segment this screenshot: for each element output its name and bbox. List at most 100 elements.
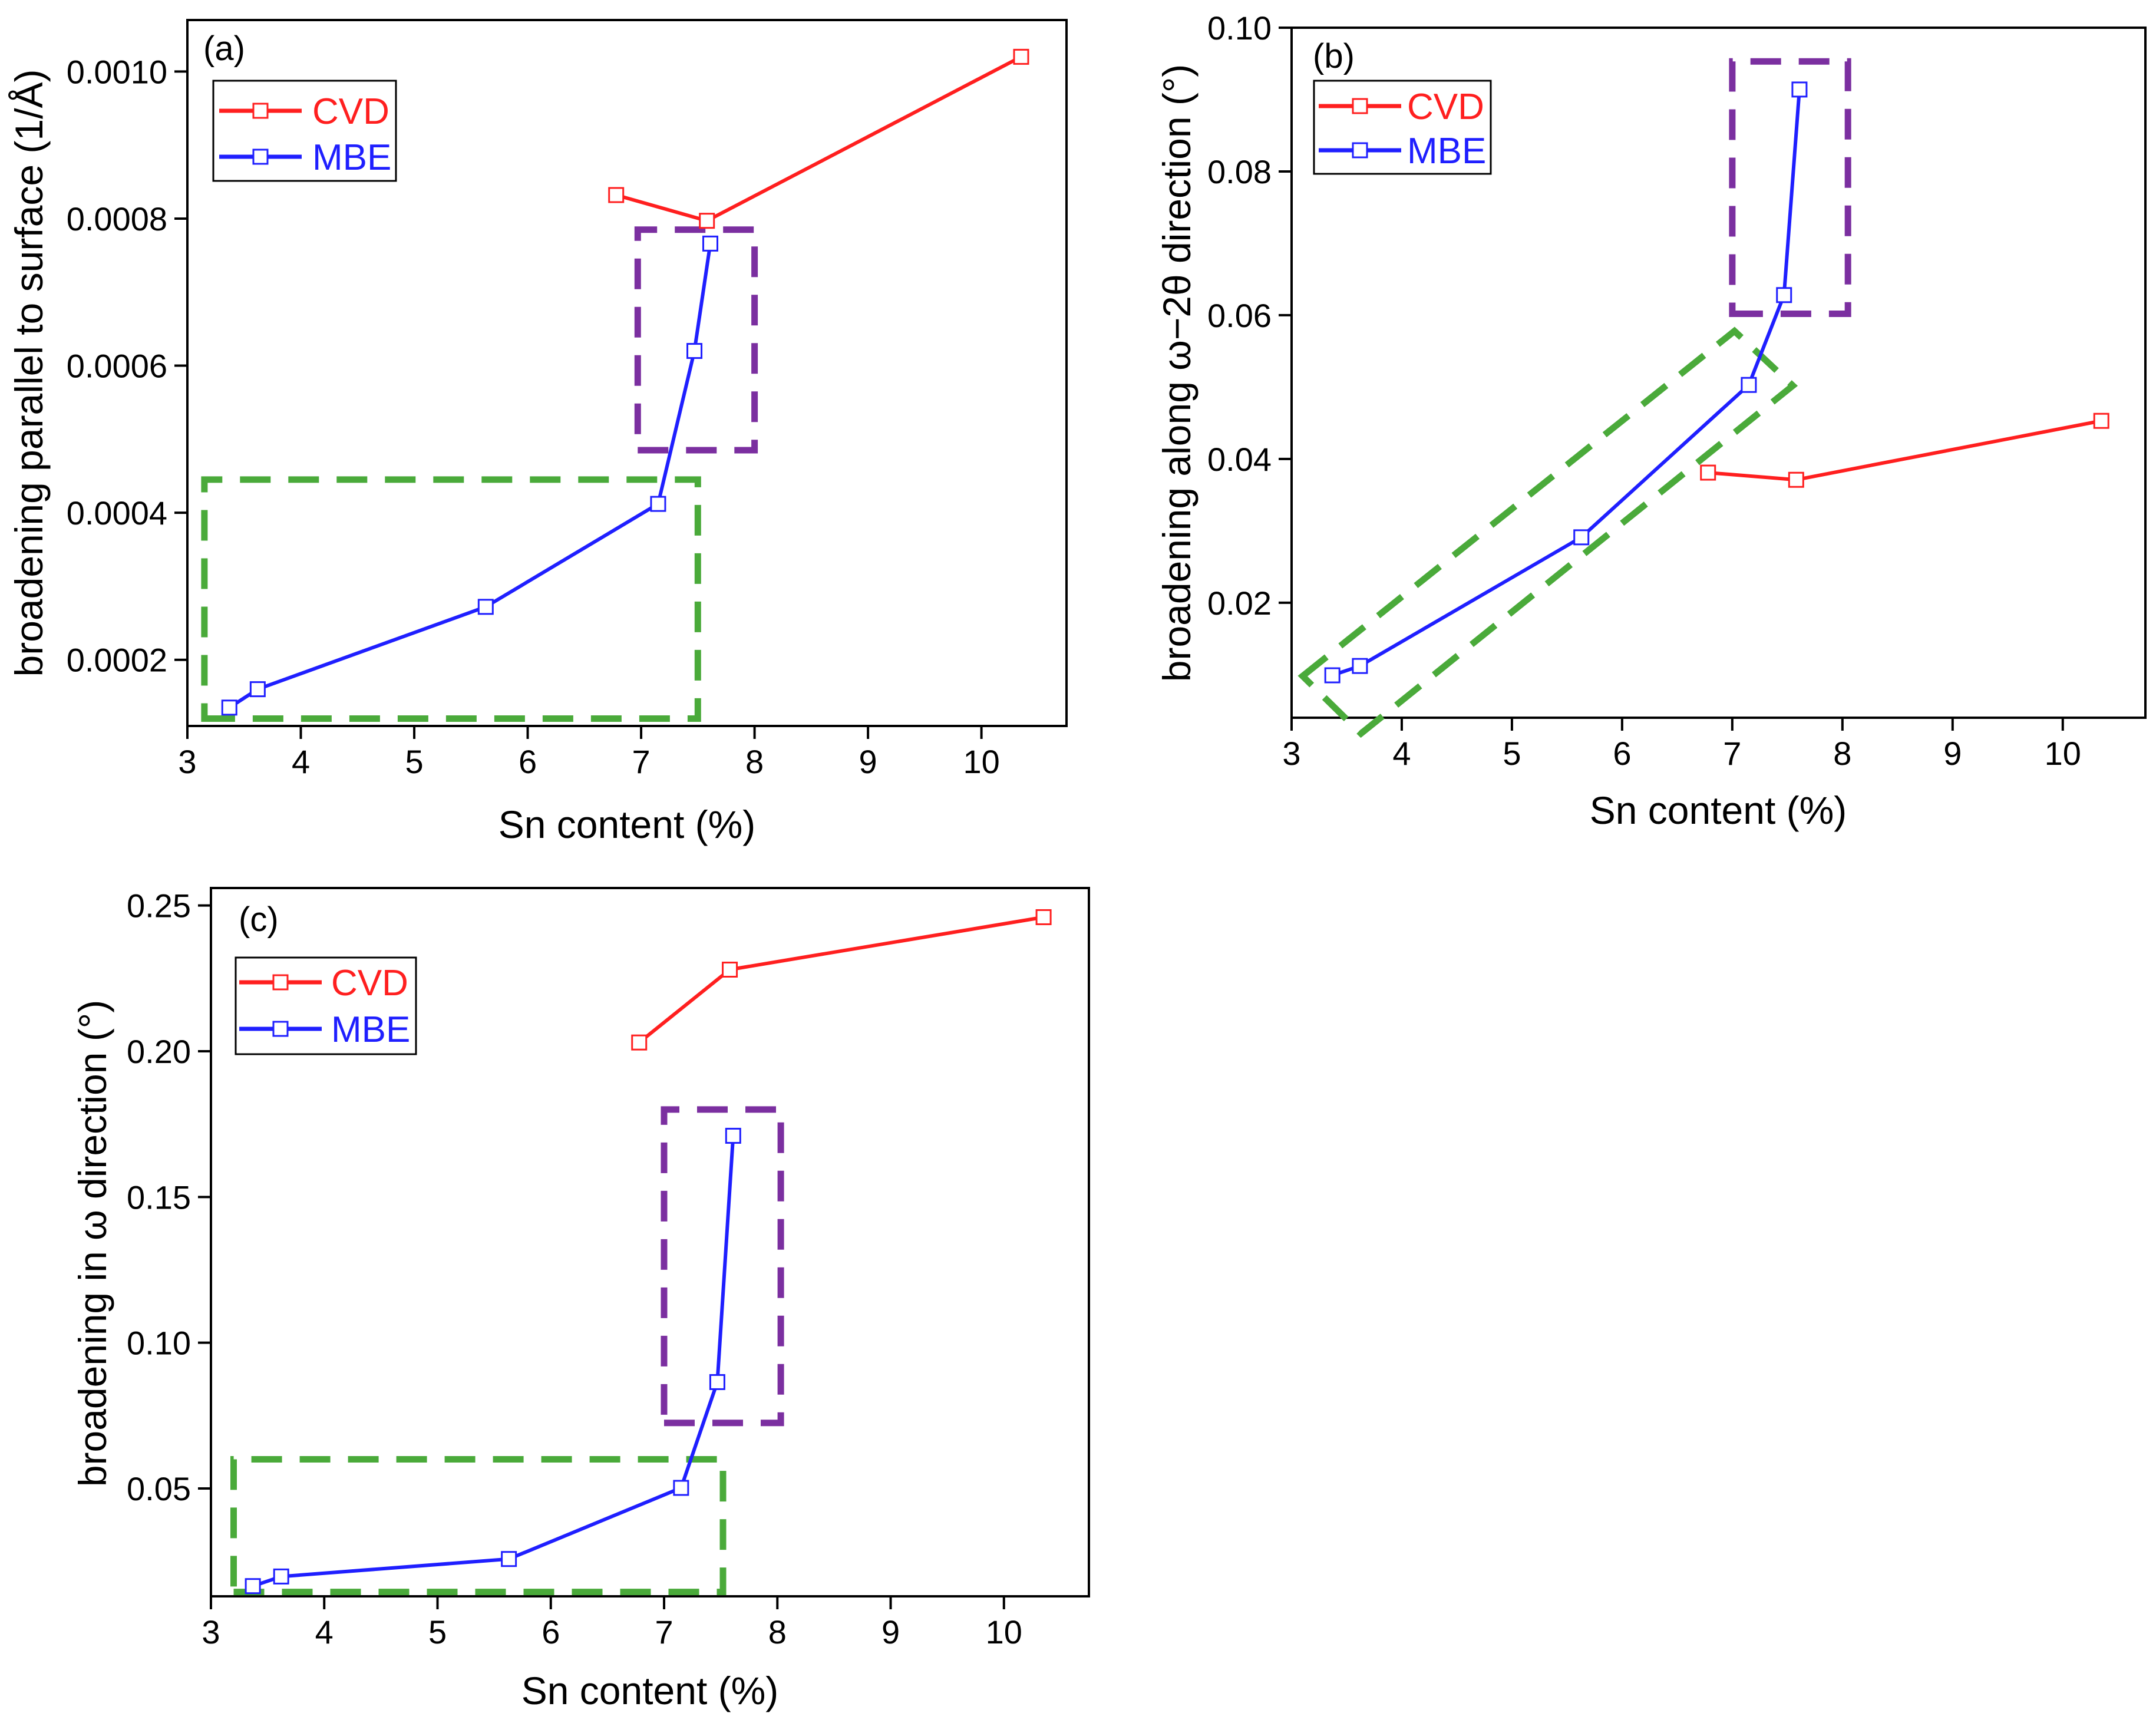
- highlight-box: [661, 1106, 784, 1427]
- legend-entry-mbe: MBE: [219, 137, 391, 178]
- x-tick-label: 3: [1282, 735, 1300, 772]
- highlight-box: [1729, 58, 1851, 317]
- data-point-mbe: [650, 496, 666, 512]
- data-point-mbe: [245, 1578, 261, 1595]
- x-tick-label: 6: [542, 1613, 560, 1651]
- series-layer: [1324, 81, 2109, 684]
- legend-frame: [235, 956, 417, 1055]
- y-tick-label: 0.0002: [67, 642, 167, 679]
- y-axis-title: broadening in ω direction (°): [71, 1000, 114, 1487]
- y-tick-label: 0.06: [1207, 297, 1272, 334]
- legend-entry-cvd: CVD: [239, 963, 408, 1004]
- x-tick-label: 9: [1943, 735, 1962, 772]
- x-tick-label: 3: [178, 743, 196, 780]
- legend-label-cvd: CVD: [1407, 87, 1484, 127]
- legend-entry-mbe: MBE: [1319, 131, 1486, 171]
- legend-entry-cvd: CVD: [1319, 87, 1484, 127]
- legend-frame: [212, 80, 397, 182]
- y-tick-label: 0.20: [127, 1033, 191, 1070]
- y-tick-label: 0.15: [127, 1179, 191, 1216]
- legend-frame: [1313, 80, 1492, 175]
- highlight-boxes: [1297, 58, 1851, 738]
- y-tick-label: 0.04: [1207, 441, 1272, 478]
- data-point-mbe: [273, 1568, 289, 1585]
- x-tick-label: 6: [519, 743, 537, 780]
- data-point-cvd: [1700, 464, 1716, 481]
- highlight-boxes: [230, 1106, 784, 1596]
- data-point-mbe: [709, 1374, 725, 1390]
- y-tick-label: 0.10: [1207, 9, 1272, 47]
- y-tick-label: 0.0010: [67, 53, 167, 90]
- y-tick-labels: 0.02 0.04 0.06 0.08 0.10: [1207, 9, 1272, 622]
- panel-b: 3 4 5 6 7 8 9 10 0.02 0.04 0.06 0.08 0.10 (b) CVD M…: [1155, 9, 2147, 832]
- data-point-mbe: [249, 681, 266, 698]
- data-point-mbe: [1573, 529, 1590, 546]
- data-point-mbe: [221, 699, 237, 716]
- plot-frame: [210, 887, 1090, 1597]
- legend-entry-mbe: MBE: [239, 1009, 410, 1050]
- data-point-cvd: [2093, 412, 2109, 429]
- legend-marker-mbe: [1352, 142, 1368, 159]
- y-tick-label: 0.10: [127, 1325, 191, 1362]
- plot-frame: [1290, 27, 2147, 719]
- highlight-boxes: [201, 226, 758, 722]
- data-point-mbe: [673, 1480, 689, 1496]
- highlight-box: [1297, 326, 1798, 738]
- tick-marks: [1279, 27, 2064, 731]
- y-tick-label: 0.0008: [67, 200, 167, 237]
- legend-marker-cvd: [252, 103, 269, 119]
- series-line-cvd: [1708, 419, 2102, 482]
- data-point-mbe: [1741, 377, 1757, 393]
- x-tick-label: 3: [202, 1613, 220, 1651]
- x-tick-label: 4: [315, 1613, 334, 1651]
- x-axis-title: Sn content (%): [521, 1669, 779, 1712]
- y-tick-label: 0.25: [127, 887, 191, 925]
- x-axis-title: Sn content (%): [498, 803, 756, 846]
- panel-a: 3 4 5 6 7 8 9 10 0.0002 0.0004 0.0006 0.0008 0.0010…: [7, 19, 1068, 846]
- x-axis-title: Sn content (%): [1590, 788, 1847, 832]
- x-tick-label: 6: [1613, 735, 1631, 772]
- x-tick-label: 9: [881, 1613, 900, 1651]
- x-tick-labels: 3 4 5 6 7 8 9 10: [202, 1613, 1022, 1651]
- tick-marks: [174, 70, 983, 739]
- legend-marker-mbe: [252, 148, 269, 165]
- x-tick-label: 7: [655, 1613, 673, 1651]
- legend-label-mbe: MBE: [1407, 131, 1486, 171]
- tick-marks: [198, 904, 1005, 1609]
- series-line-cvd: [615, 55, 1022, 223]
- y-tick-labels: 0.05 0.10 0.15 0.20 0.25: [127, 887, 191, 1507]
- x-tick-label: 8: [745, 743, 764, 780]
- legend-label-mbe: MBE: [331, 1009, 410, 1050]
- data-point-mbe: [477, 599, 494, 615]
- data-point-mbe: [725, 1127, 741, 1144]
- highlight-box: [230, 1456, 727, 1596]
- legend-label-mbe: MBE: [312, 137, 391, 178]
- x-tick-label: 10: [963, 743, 999, 780]
- y-tick-label: 0.08: [1207, 153, 1272, 190]
- highlight-box: [201, 476, 701, 722]
- y-axis-title: broadening parallel to surface (1/Å): [7, 70, 51, 677]
- x-tick-label: 8: [768, 1613, 787, 1651]
- x-tick-label: 4: [1392, 735, 1411, 772]
- panel-label: (c): [239, 900, 279, 939]
- x-tick-label: 9: [859, 743, 877, 780]
- x-tick-labels: 3 4 5 6 7 8 9 10: [178, 743, 999, 780]
- x-tick-label: 7: [632, 743, 650, 780]
- data-point-cvd: [608, 187, 625, 203]
- data-point-mbe: [702, 235, 718, 252]
- panel-label: (a): [203, 29, 245, 68]
- data-point-mbe: [1776, 287, 1792, 303]
- data-point-mbe: [686, 343, 703, 359]
- data-point-cvd: [631, 1034, 648, 1051]
- series-line-cvd: [638, 915, 1044, 1044]
- x-tick-label: 7: [1723, 735, 1741, 772]
- panel-c: 3 4 5 6 7 8 9 10 0.05 0.10 0.15 0.20 0.25 (c) CVD M…: [71, 887, 1090, 1712]
- x-tick-label: 5: [428, 1613, 447, 1651]
- data-point-cvd: [1788, 471, 1804, 488]
- series-layer: [245, 909, 1052, 1595]
- x-tick-label: 5: [405, 743, 423, 780]
- x-tick-label: 4: [292, 743, 310, 780]
- data-point-mbe: [1352, 658, 1368, 674]
- legend-marker-cvd: [1352, 98, 1368, 114]
